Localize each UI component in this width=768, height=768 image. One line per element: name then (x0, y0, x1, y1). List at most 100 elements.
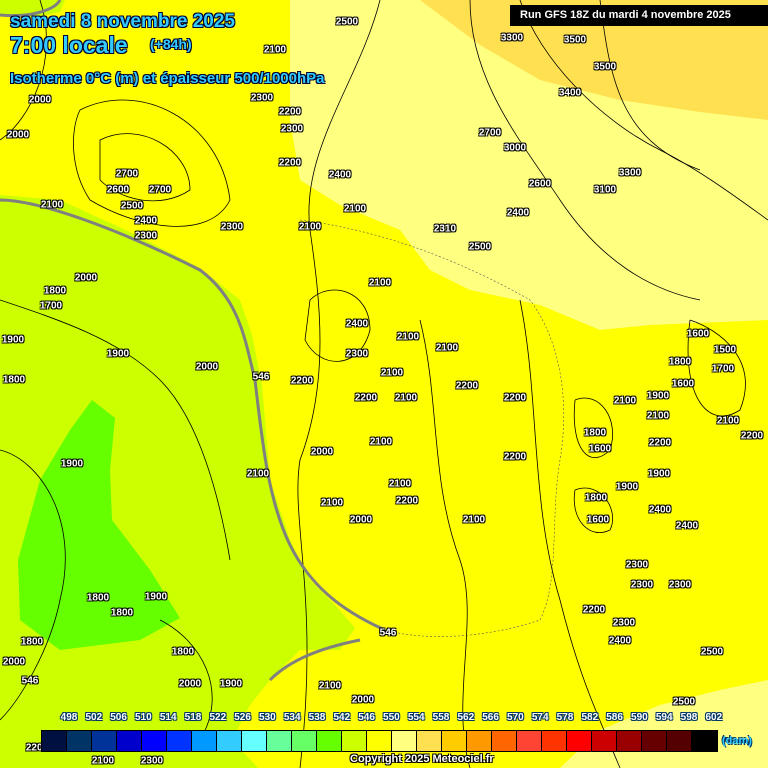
legend-tick: 566 (482, 712, 499, 723)
contour-label: 2300 (250, 92, 274, 104)
contour-label: 2300 (140, 755, 164, 767)
contour-label: 2700 (148, 184, 172, 196)
contour-label: 1900 (60, 458, 84, 470)
contour-label: 3100 (593, 184, 617, 196)
borders (299, 219, 564, 637)
legend-swatch (567, 731, 592, 751)
legend-tick: 594 (655, 712, 673, 723)
legend-tick: 526 (234, 712, 251, 723)
contour-label: 2000 (28, 94, 52, 106)
contour-label: 1800 (583, 427, 607, 439)
contour-label: 2100 (394, 392, 418, 404)
legend-tick: 550 (383, 712, 400, 723)
contour-label: 2400 (675, 520, 699, 532)
contour-label: 2100 (91, 755, 115, 767)
legend-tick: 586 (606, 712, 623, 723)
contour-label: 2400 (648, 504, 672, 516)
contour-label: 1500 (713, 344, 737, 356)
contour-label: 2100 (613, 395, 637, 407)
contour-label: 3500 (563, 34, 587, 46)
contour-label: 2200 (25, 742, 49, 754)
contour-label: 2200 (582, 604, 606, 616)
contour-label: 1600 (588, 443, 612, 455)
contour-label: 2300 (134, 230, 158, 242)
contour-label: 2200 (503, 392, 527, 404)
contour-label: 1900 (106, 348, 130, 360)
contour-label: 2000 (310, 446, 334, 458)
contour-label: 1700 (39, 300, 63, 312)
contour-label: 2300 (630, 579, 654, 591)
legend-swatch (542, 731, 567, 751)
contour-label: 2000 (74, 272, 98, 284)
legend-swatch (292, 731, 317, 751)
contour-label: 2000 (178, 678, 202, 690)
legend-swatch (692, 731, 717, 751)
contour-label: 2100 (388, 478, 412, 490)
contour-label: 3500 (593, 61, 617, 73)
contour-label: 2500 (335, 16, 359, 28)
legend-tick: 534 (283, 712, 301, 723)
legend-swatch (317, 731, 342, 751)
legend-swatch (417, 731, 442, 751)
contour-label: 3400 (558, 87, 582, 99)
contour-label: 1900 (219, 678, 243, 690)
contour-label: 2500 (468, 241, 492, 253)
contour-label: 2700 (478, 127, 502, 139)
parameter-title: Isotherme 0°C (m) et épaisseur 500/1000h… (10, 70, 325, 87)
legend-swatch (67, 731, 92, 751)
contour-label: 2100 (40, 199, 64, 211)
contour-label: 2300 (345, 348, 369, 360)
legend-swatch (242, 731, 267, 751)
legend-tick: 498 (60, 712, 78, 723)
contour-label: 2300 (612, 617, 636, 629)
contour-label: 2000 (195, 361, 219, 373)
contour-label: 1900 (144, 591, 168, 603)
legend-swatch (117, 731, 142, 751)
contour-label: 2000 (349, 514, 373, 526)
legend-tick: 518 (184, 712, 202, 723)
contour-label: 2400 (345, 318, 369, 330)
legend-tick: 514 (159, 712, 177, 723)
contour-label: 2300 (668, 579, 692, 591)
contour-label: 2600 (528, 178, 552, 190)
contour-label: 2200 (648, 437, 672, 449)
contour-label: 2100 (298, 221, 322, 233)
contour-label: 546 (252, 371, 270, 383)
contour-label: 3300 (500, 32, 524, 44)
contour-label: 1900 (615, 481, 639, 493)
legend-swatch (42, 731, 67, 751)
legend-swatch (442, 731, 467, 751)
legend-swatch (392, 731, 417, 751)
legend-tick: 554 (407, 712, 425, 723)
forecast-date: samedi 8 novembre 2025 (10, 11, 235, 32)
contour-label: 1800 (171, 646, 195, 658)
contour-label: 1800 (86, 592, 110, 604)
legend-swatch (92, 731, 117, 751)
contour-label: 2310 (433, 223, 457, 235)
contour-label: 2100 (716, 415, 740, 427)
contour-label: 1900 (646, 390, 670, 402)
legend-swatch (192, 731, 217, 751)
contour-label: 2300 (625, 559, 649, 571)
contour-label: 1800 (110, 607, 134, 619)
legend-tick: 570 (507, 712, 524, 723)
legend-swatch (467, 731, 492, 751)
contour-label: 546 (21, 675, 39, 687)
contour-label: 2100 (318, 680, 342, 692)
legend-swatch (642, 731, 667, 751)
contour-label: 2100 (320, 497, 344, 509)
contour-label: 1800 (2, 374, 26, 386)
legend-swatch (217, 731, 242, 751)
contour-label: 2200 (354, 392, 378, 404)
legend-tick: 562 (457, 712, 475, 723)
lead-time: (+84h) (150, 36, 192, 52)
forecast-time: 7:00 locale (10, 32, 128, 58)
contour-label: 1600 (586, 514, 610, 526)
legend-tick: 538 (308, 712, 326, 723)
contour-label: 2500 (120, 200, 144, 212)
contour-label: 1800 (584, 492, 608, 504)
legend-swatch (517, 731, 542, 751)
legend-tick: 578 (556, 712, 574, 723)
band-542-west (18, 400, 180, 650)
contour-label: 2100 (246, 468, 270, 480)
